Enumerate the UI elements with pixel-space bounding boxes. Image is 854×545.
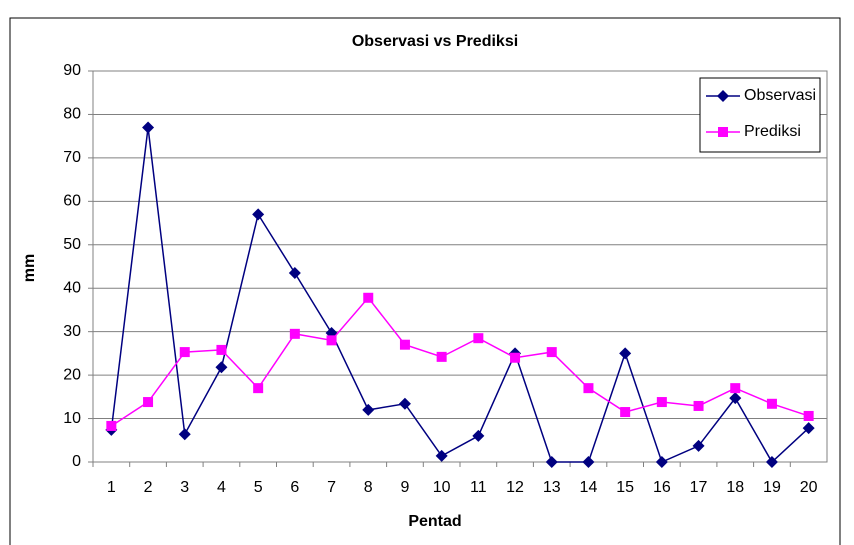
data-point	[546, 347, 557, 358]
data-point	[802, 422, 815, 435]
legend-label: Prediksi	[744, 123, 801, 140]
x-tick-label: 13	[543, 479, 561, 496]
data-point	[692, 439, 705, 452]
x-tick-label: 3	[180, 479, 189, 496]
y-tick-label: 70	[63, 149, 81, 166]
x-tick-label: 18	[726, 479, 744, 496]
data-point	[398, 397, 411, 410]
y-tick-label: 10	[63, 410, 81, 427]
x-tick-label: 20	[800, 479, 818, 496]
x-tick-label: 14	[580, 479, 598, 496]
data-point	[216, 344, 227, 355]
y-tick-label: 60	[63, 193, 81, 210]
x-tick-label: 17	[690, 479, 708, 496]
y-tick-label: 90	[63, 62, 81, 79]
y-tick-label: 0	[72, 453, 81, 470]
legend-box	[699, 77, 821, 153]
chart-title: Observasi vs Prediksi	[352, 33, 518, 50]
x-tick-label: 11	[470, 479, 487, 496]
x-axis-label: Pentad	[408, 513, 461, 530]
x-tick-label: 2	[144, 479, 153, 496]
data-point	[472, 429, 485, 442]
x-tick-label: 5	[254, 479, 263, 496]
x-tick-label: 4	[217, 479, 226, 496]
data-point	[803, 410, 814, 421]
x-tick-label: 7	[327, 479, 336, 496]
x-tick-label: 1	[107, 479, 116, 496]
y-tick-label: 20	[63, 366, 81, 383]
data-point	[215, 361, 228, 374]
data-point	[656, 397, 667, 408]
data-point	[252, 208, 265, 221]
x-tick-label: 15	[616, 479, 634, 496]
data-point	[766, 398, 777, 409]
x-tick-label: 9	[400, 479, 409, 496]
data-point	[730, 383, 741, 394]
data-point	[655, 456, 668, 468]
data-point	[178, 428, 191, 441]
data-point	[473, 333, 484, 344]
data-point	[582, 456, 595, 468]
data-point	[362, 403, 375, 416]
x-tick-label: 8	[364, 479, 373, 496]
data-point	[510, 352, 521, 363]
data-point	[326, 335, 337, 346]
data-point	[288, 267, 301, 280]
data-point	[693, 400, 704, 411]
y-tick-label: 40	[63, 279, 81, 296]
data-point	[399, 339, 410, 350]
x-tick-label: 19	[763, 479, 781, 496]
data-point	[765, 456, 778, 468]
y-tick-label: 50	[63, 236, 81, 253]
x-tick-label: 10	[433, 479, 451, 496]
data-point	[253, 383, 264, 394]
data-point	[143, 397, 154, 408]
legend-label: Observasi	[744, 87, 816, 104]
y-tick-label: 30	[63, 323, 81, 340]
data-point	[289, 328, 300, 339]
data-point	[583, 383, 594, 394]
data-point	[435, 449, 448, 462]
data-point	[179, 347, 190, 358]
data-point	[619, 347, 632, 360]
series-line	[110, 296, 809, 427]
data-point	[436, 351, 447, 362]
data-point	[729, 392, 742, 405]
legend-marker	[718, 127, 728, 137]
data-point	[106, 420, 117, 431]
series-line	[110, 127, 810, 464]
x-tick-label: 16	[653, 479, 671, 496]
data-point	[363, 292, 374, 303]
y-axis-label: mm	[21, 254, 38, 282]
data-point	[142, 121, 155, 134]
x-tick-label: 6	[290, 479, 299, 496]
y-tick-label: 80	[63, 106, 81, 123]
x-tick-label: 12	[506, 479, 524, 496]
data-point	[545, 456, 558, 468]
legend-marker	[717, 90, 729, 102]
data-point	[620, 407, 631, 418]
